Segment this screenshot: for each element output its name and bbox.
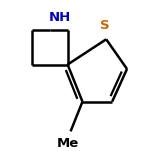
Text: NH: NH (49, 11, 71, 24)
Text: Me: Me (56, 137, 79, 150)
Text: S: S (100, 19, 110, 32)
